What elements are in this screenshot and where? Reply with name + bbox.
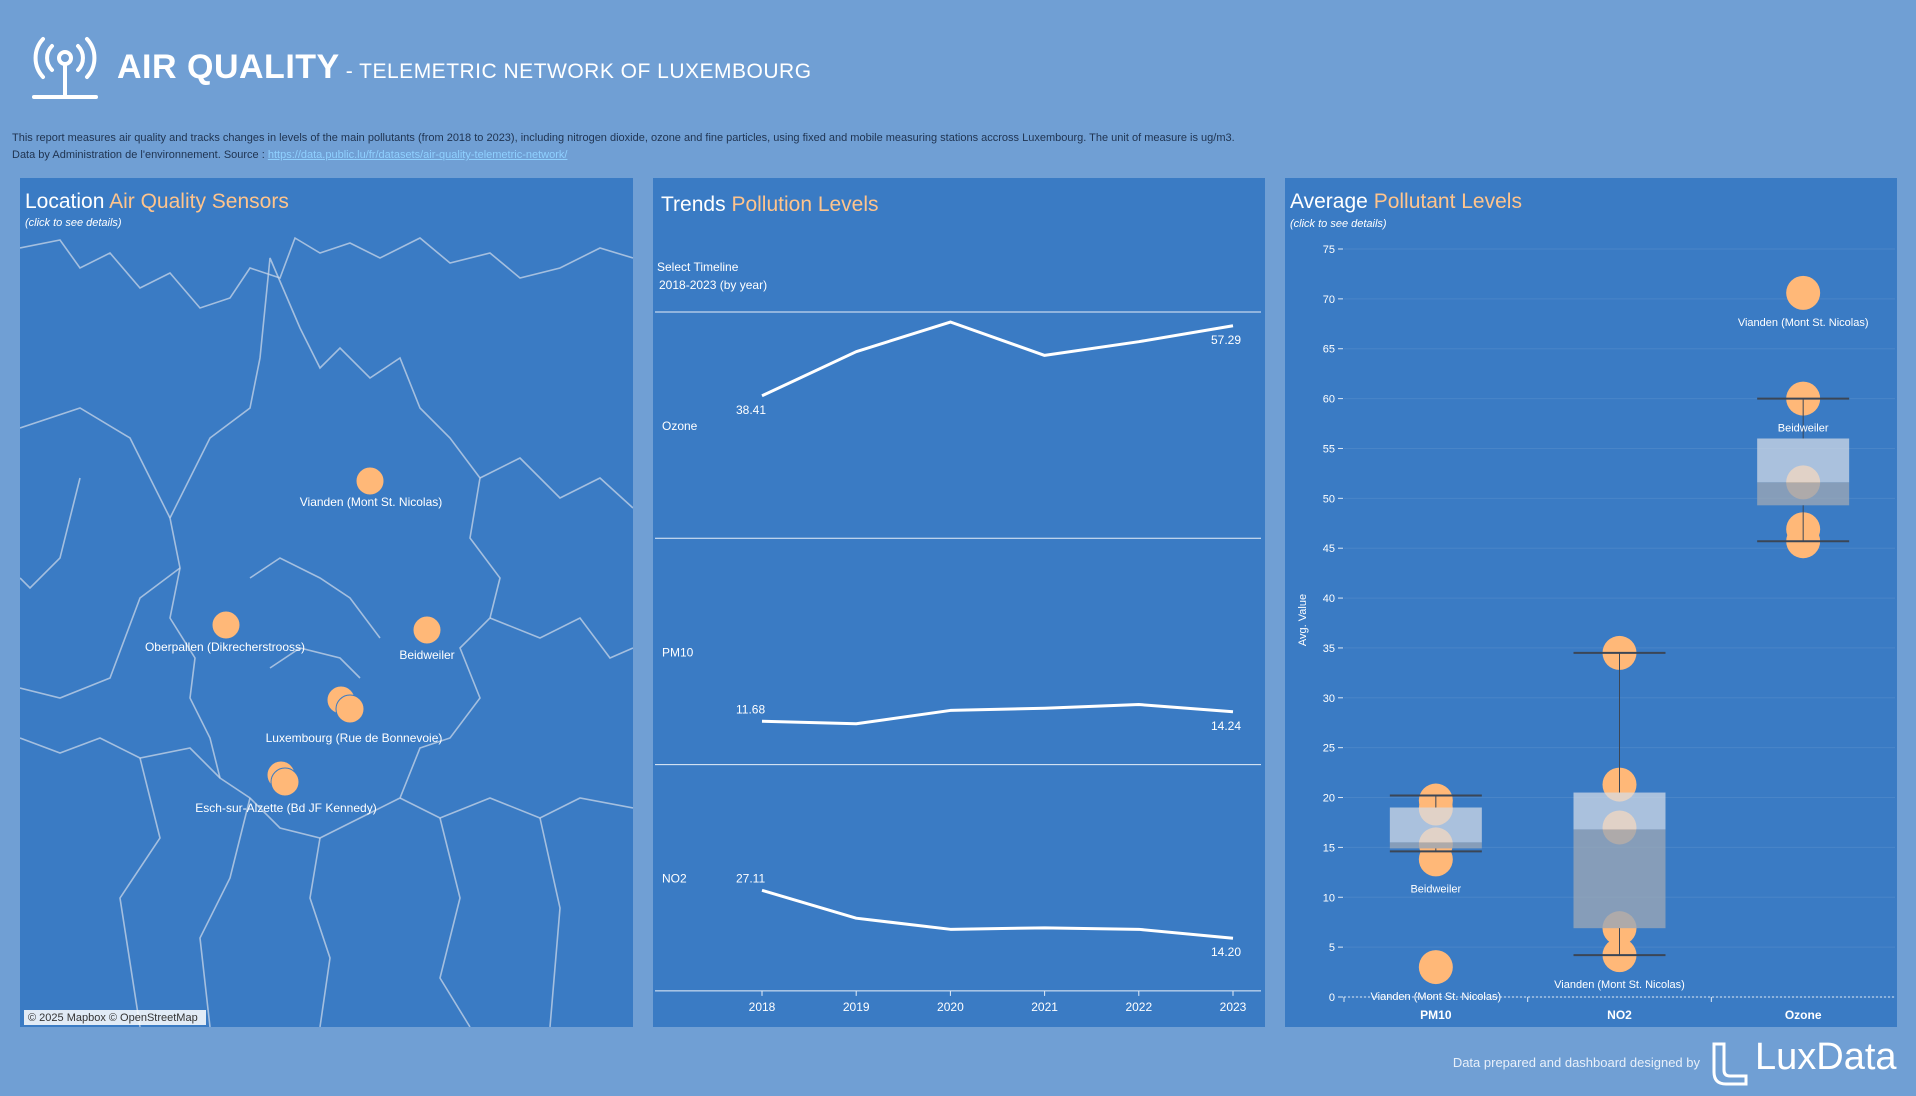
title-text: AIR QUALITY xyxy=(117,48,340,86)
y-axis-title: Avg. Value xyxy=(1297,594,1309,646)
station-marker[interactable] xyxy=(270,767,300,797)
x-tick-label: NO2 xyxy=(1607,1008,1632,1022)
map-attribution: © 2025 Mapbox © OpenStreetMap xyxy=(28,1012,198,1024)
map-panel: Location Air Quality Sensors (click to s… xyxy=(20,178,633,1027)
point-label: Vianden (Mont St. Nicolas) xyxy=(1371,991,1502,1003)
header-title: AIR QUALITY - TELEMETRIC NETWORK OF LUXEM… xyxy=(117,48,812,87)
attribution-bg xyxy=(24,1010,206,1025)
box-upper xyxy=(1389,807,1482,843)
y-tick-label: 15 xyxy=(1323,842,1335,854)
control-label: Select Timeline xyxy=(657,260,739,274)
title-highlight: Pollution Levels xyxy=(731,193,878,216)
x-tick-label: 2019 xyxy=(843,1000,870,1014)
station-marker[interactable] xyxy=(335,694,365,724)
station-label: Oberpallen (Dikrecherstrooss) xyxy=(145,640,305,654)
y-tick-label: 45 xyxy=(1323,543,1335,555)
description: This report measures air quality and tra… xyxy=(12,132,1235,144)
value-label: 11.68 xyxy=(736,702,765,716)
y-tick-label: 40 xyxy=(1323,593,1335,605)
brand-name: LuxData xyxy=(1755,1036,1897,1078)
y-tick-label: 50 xyxy=(1323,493,1335,505)
map-title: Location Air Quality Sensors xyxy=(25,190,289,213)
map-note: (click to see details) xyxy=(25,217,122,229)
y-tick-label: 30 xyxy=(1323,693,1335,705)
y-tick-label: 10 xyxy=(1323,892,1335,904)
box-lower xyxy=(1389,842,1482,849)
x-tick-label: 2021 xyxy=(1031,1000,1058,1014)
trend-line xyxy=(761,320,1234,398)
title-highlight: Pollutant Levels xyxy=(1374,190,1522,213)
header-subtitle: - TELEMETRIC NETWORK OF LUXEMBOURG xyxy=(345,60,812,83)
station-marker[interactable] xyxy=(412,615,442,645)
y-tick-label: 25 xyxy=(1323,743,1335,755)
x-tick-label: 2022 xyxy=(1125,1000,1152,1014)
row-label: NO2 xyxy=(662,872,687,886)
x-tick-label: 2023 xyxy=(1220,1000,1247,1014)
trends-panel: Trends Pollution Levels Select Timeline … xyxy=(653,178,1265,1027)
point-label: Vianden (Mont St. Nicolas) xyxy=(1738,317,1869,329)
y-tick-label: 60 xyxy=(1323,394,1335,406)
y-tick-label: 0 xyxy=(1329,992,1335,1004)
y-tick-label: 55 xyxy=(1323,443,1335,455)
chart-note: (click to see details) xyxy=(1290,218,1387,230)
x-tick-label: Ozone xyxy=(1785,1008,1822,1022)
antenna-icon xyxy=(32,37,98,99)
title-main: Average xyxy=(1290,190,1368,213)
station-marker[interactable] xyxy=(355,466,385,496)
brand-logo xyxy=(1712,1042,1748,1086)
box-lower xyxy=(1573,829,1666,929)
source-link[interactable]: https://data.public.lu/fr/datasets/air-q… xyxy=(267,149,568,161)
value-label: 14.20 xyxy=(1211,945,1241,959)
row-label: PM10 xyxy=(662,645,694,659)
data-point[interactable] xyxy=(1418,950,1453,985)
station-label: Esch-sur-Alzette (Bd JF Kennedy) xyxy=(195,801,376,815)
box-lower xyxy=(1757,482,1850,506)
point-label: Vianden (Mont St. Nicolas) xyxy=(1554,979,1685,991)
x-tick-label: 2018 xyxy=(749,1000,776,1014)
y-tick-label: 70 xyxy=(1323,294,1335,306)
average-panel: Average Pollutant Levels (click to see d… xyxy=(1285,178,1897,1027)
control-value[interactable]: 2018-2023 (by year) xyxy=(659,278,767,292)
station-marker[interactable] xyxy=(211,610,241,640)
row-label: Ozone xyxy=(662,419,698,433)
data-point[interactable] xyxy=(1786,275,1821,310)
title-main: Location xyxy=(25,190,104,213)
map-borders xyxy=(20,236,633,1027)
trend-line xyxy=(761,703,1234,726)
y-tick-label: 20 xyxy=(1323,793,1335,805)
station-label: Luxembourg (Rue de Bonnevoie) xyxy=(266,731,443,745)
title-highlight: Air Quality Sensors xyxy=(109,190,289,213)
x-tick-label: PM10 xyxy=(1420,1008,1452,1022)
source-prefix: Data by Administration de l'environnemen… xyxy=(12,149,265,161)
box-upper xyxy=(1757,438,1850,483)
chart-title: Trends Pollution Levels xyxy=(661,193,879,216)
value-label: 38.41 xyxy=(736,403,766,417)
y-tick-label: 5 xyxy=(1329,942,1335,954)
station-label: Beidweiler xyxy=(399,648,454,662)
value-label: 57.29 xyxy=(1211,333,1241,347)
x-tick-label: 2020 xyxy=(937,1000,964,1014)
footer-credit: Data prepared and dashboard designed by xyxy=(1452,1055,1700,1070)
y-tick-label: 65 xyxy=(1323,344,1335,356)
value-label: 14.24 xyxy=(1211,719,1241,733)
source-line: Data by Administration de l'environnemen… xyxy=(12,149,567,161)
box-upper xyxy=(1573,792,1666,830)
chart-title: Average Pollutant Levels xyxy=(1290,190,1522,213)
y-tick-label: 35 xyxy=(1323,643,1335,655)
trend-line xyxy=(761,888,1234,940)
station-label: Vianden (Mont St. Nicolas) xyxy=(300,495,443,509)
y-tick-label: 75 xyxy=(1323,244,1335,256)
title-main: Trends xyxy=(661,193,726,216)
point-label: Beidweiler xyxy=(1410,883,1461,895)
value-label: 27.11 xyxy=(736,871,765,885)
point-label: Beidweiler xyxy=(1778,423,1829,435)
